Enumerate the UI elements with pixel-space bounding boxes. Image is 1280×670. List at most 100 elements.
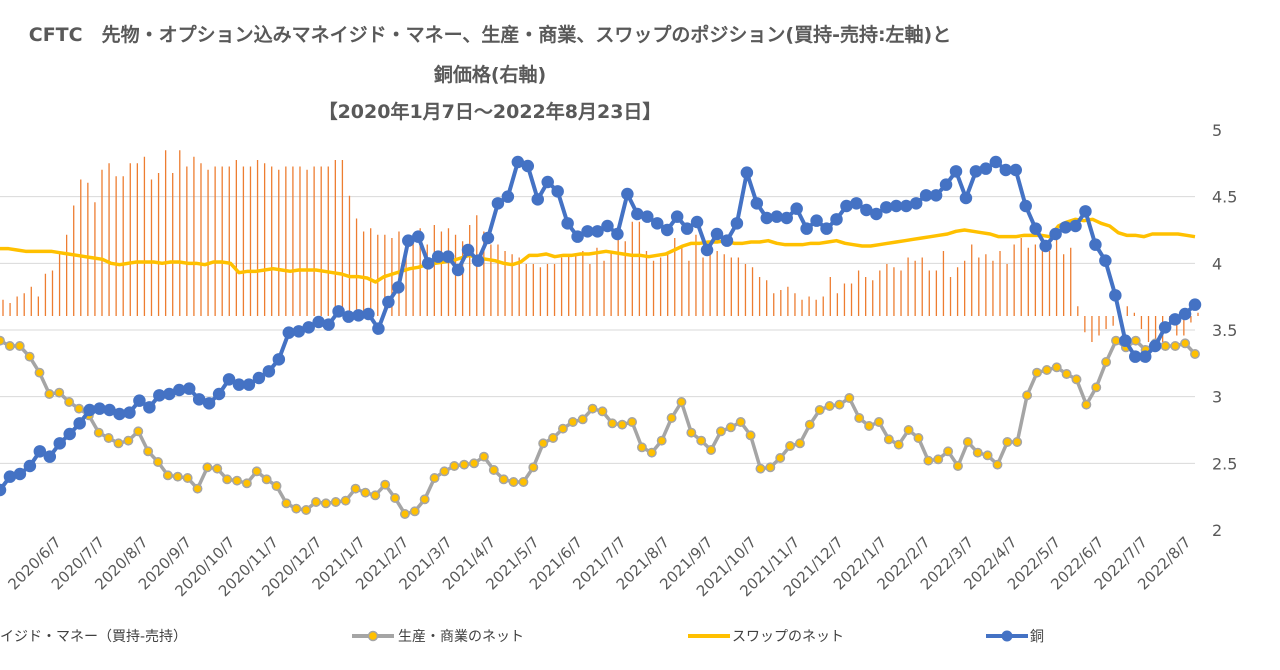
- right-axis-tick-label: 5: [1212, 121, 1222, 140]
- producer-net-point: [1061, 369, 1072, 379]
- copper-point: [1119, 334, 1132, 347]
- copper-point: [1009, 163, 1022, 177]
- producer-net-point: [538, 438, 549, 449]
- copper-point: [322, 318, 335, 331]
- copper-point: [1148, 339, 1162, 353]
- right-axis-ticks: 2 2.5 3 3.5 4 4.5 5: [1212, 121, 1237, 540]
- producer-net-point: [330, 497, 341, 507]
- legend-label-managed-money: イジド・マネー（買持-売持）: [0, 629, 187, 645]
- producer-net-point: [656, 435, 667, 446]
- producer-net-point: [765, 462, 776, 473]
- producer-net-point: [449, 461, 460, 471]
- copper-point: [182, 382, 196, 395]
- copper-point: [660, 223, 674, 237]
- copper-point: [392, 281, 405, 294]
- producer-net-point: [1081, 399, 1092, 410]
- copper-point: [451, 263, 465, 277]
- copper-point: [202, 397, 216, 410]
- chart-title-line1: CFTC 先物・オプション込みマネイジド・マネー、生産・商業、スワップのポジショ…: [28, 24, 952, 46]
- producer-net-point: [419, 494, 430, 505]
- copper-point: [13, 467, 27, 481]
- copper-point: [123, 406, 136, 419]
- producer-net-point: [103, 433, 114, 443]
- producer-net-point: [597, 406, 608, 417]
- producer-net-point: [14, 341, 25, 351]
- producer-net-point: [1160, 341, 1171, 351]
- chart-title-line2: 銅価格(右軸): [433, 64, 547, 86]
- producer-net-point: [646, 447, 657, 458]
- copper-point: [83, 403, 96, 417]
- producer-net-point: [212, 463, 223, 474]
- producer-net-point: [113, 438, 124, 449]
- copper-point: [372, 322, 385, 335]
- producer-net-point: [883, 434, 894, 445]
- producer-net-point: [1012, 437, 1023, 447]
- copper-point: [979, 162, 993, 175]
- copper-point: [541, 175, 554, 189]
- copper-point: [1019, 199, 1032, 213]
- producer-net-point: [577, 414, 588, 425]
- legend-label-swap: スワップのネット: [732, 629, 844, 645]
- producer-net-point: [913, 433, 924, 443]
- producer-net-point: [982, 450, 993, 461]
- producer-net-line: [0, 338, 1197, 516]
- copper-point: [441, 250, 455, 263]
- copper-point: [43, 450, 57, 463]
- copper-point: [621, 187, 634, 201]
- copper-point: [1188, 298, 1202, 311]
- producer-net-point: [775, 453, 786, 463]
- x-axis-ticks: 2020/5/72020/6/72020/7/72020/8/72020/9/7…: [4, 533, 1194, 600]
- copper-point: [133, 394, 146, 407]
- producer-net-point: [271, 481, 282, 491]
- right-axis-tick-label: 2: [1212, 521, 1222, 540]
- producer-net-point: [133, 426, 144, 437]
- producer-net-point: [301, 505, 312, 515]
- producer-net-point: [676, 397, 687, 407]
- producer-net-point: [222, 474, 233, 485]
- producer-net-point: [508, 477, 519, 487]
- producer-net-point: [1180, 338, 1191, 349]
- producer-net-point: [953, 461, 963, 471]
- producer-net-point: [360, 487, 371, 498]
- producer-net-point: [854, 413, 865, 423]
- copper-point: [242, 378, 256, 391]
- producer-net-point: [844, 393, 855, 403]
- producer-net-point: [725, 422, 736, 433]
- producer-net-point: [469, 458, 479, 469]
- producer-net-point: [143, 446, 154, 457]
- copper-point: [461, 243, 475, 257]
- right-axis-tick-label: 4.5: [1212, 188, 1237, 207]
- producer-net-point: [607, 418, 618, 429]
- producer-net-point: [548, 433, 559, 443]
- copper-point: [222, 373, 236, 386]
- copper-point: [670, 210, 684, 223]
- copper-point: [173, 383, 186, 397]
- copper-point: [262, 365, 276, 378]
- producer-net-point: [320, 498, 331, 509]
- producer-net-point: [123, 435, 134, 446]
- right-axis-tick-label: 4: [1212, 254, 1222, 273]
- copper-point: [491, 197, 505, 210]
- copper-point: [501, 190, 515, 203]
- producer-net-point: [755, 463, 766, 474]
- copper-point: [1109, 289, 1122, 302]
- producer-net-point: [567, 417, 578, 427]
- producer-net-point: [429, 473, 440, 483]
- copper-point: [352, 309, 365, 322]
- copper-point: [800, 222, 813, 235]
- producer-net-point: [1091, 382, 1102, 393]
- producer-net-point: [54, 387, 65, 398]
- producer-net-point: [1071, 374, 1082, 385]
- copper-point: [989, 155, 1003, 169]
- copper-point: [153, 389, 166, 402]
- copper-point: [272, 353, 286, 366]
- producer-net-point: [172, 471, 183, 482]
- copper-point: [700, 243, 714, 257]
- copper-point: [282, 326, 296, 339]
- producer-net-point: [498, 474, 509, 485]
- producer-net-point: [1032, 367, 1042, 378]
- producer-net-point: [390, 493, 400, 503]
- producer-net-point: [893, 439, 904, 450]
- copper-point: [471, 254, 485, 267]
